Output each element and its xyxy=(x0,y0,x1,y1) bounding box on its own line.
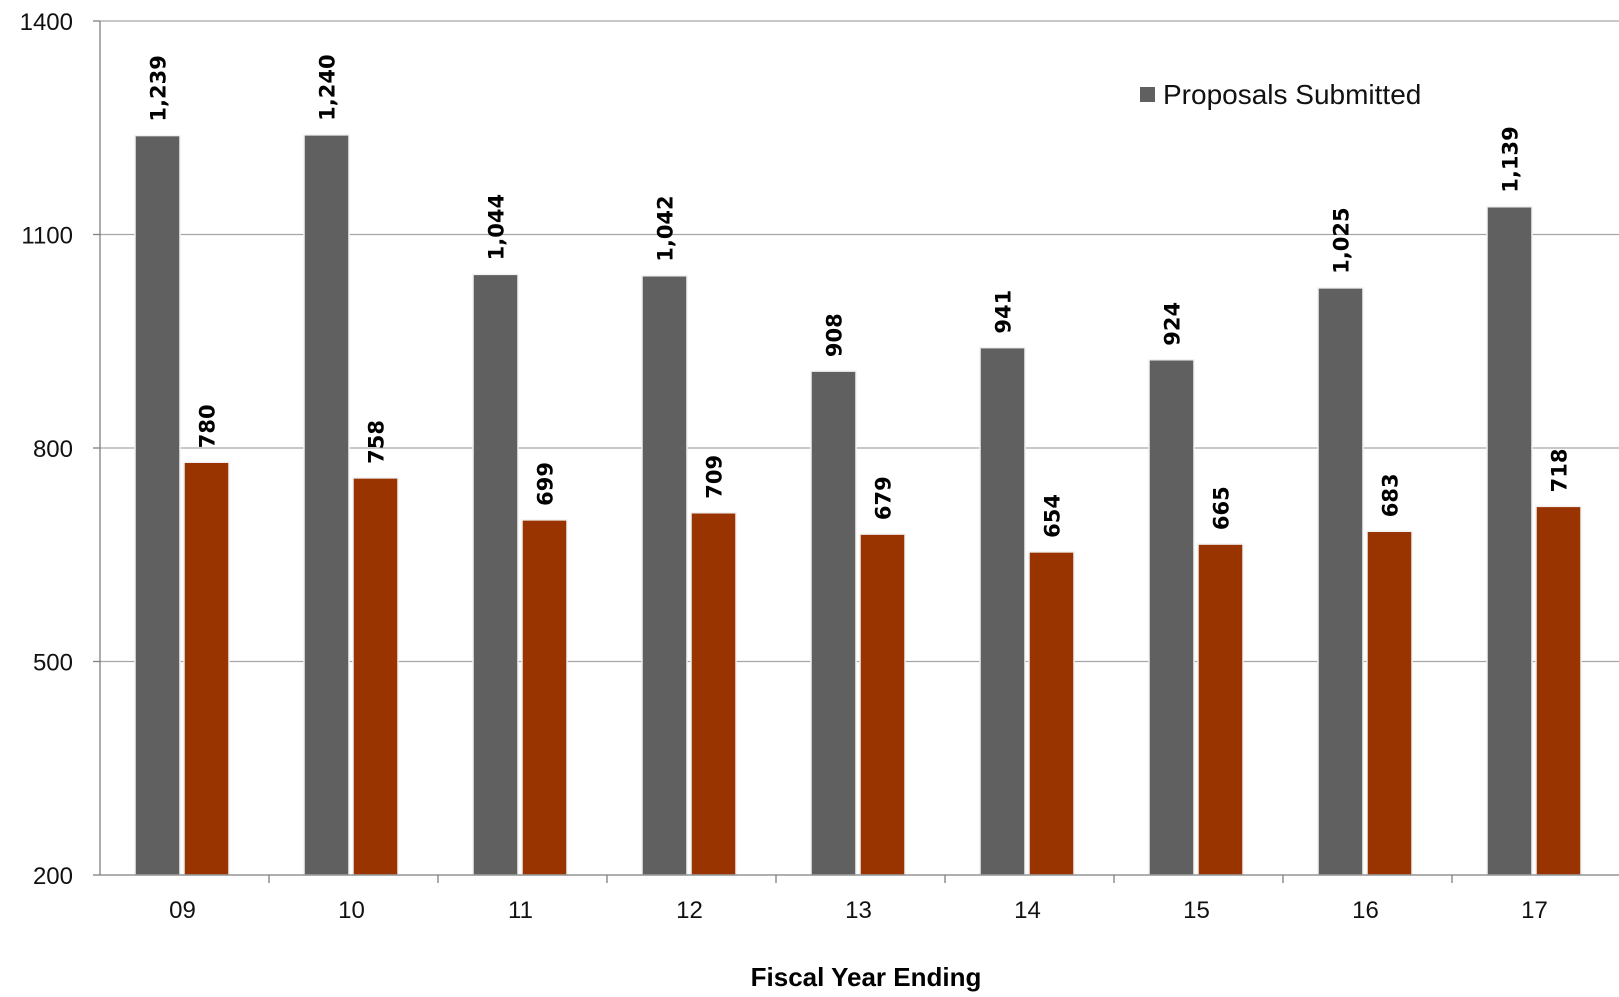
y-tick-label: 1100 xyxy=(21,223,73,250)
x-tick-label: 11 xyxy=(508,897,533,924)
bar-proposals-submitted xyxy=(810,370,857,876)
x-tick-label: 15 xyxy=(1183,897,1210,924)
bar-series-2 xyxy=(690,512,737,876)
bar-proposals-submitted xyxy=(134,134,181,876)
data-label: 654 xyxy=(1041,494,1065,538)
data-label: 941 xyxy=(992,290,1016,334)
data-label: 1,239 xyxy=(147,55,171,121)
bar-proposals-submitted xyxy=(303,134,350,876)
data-label: 1,240 xyxy=(316,54,340,120)
bar-series-2 xyxy=(352,477,399,876)
legend-swatch-proposals-submitted xyxy=(1140,87,1155,102)
data-label: 709 xyxy=(703,455,727,499)
x-axis-title: Fiscal Year Ending xyxy=(751,962,982,992)
y-tick-label: 500 xyxy=(33,650,73,677)
y-tick-label: 800 xyxy=(33,436,73,463)
bar-proposals-submitted xyxy=(1486,205,1533,876)
bar-proposals-submitted xyxy=(472,273,519,876)
legend: Proposals Submitted xyxy=(1140,79,1421,110)
bars xyxy=(134,134,1582,876)
data-label: 908 xyxy=(823,313,847,357)
bar-series-2 xyxy=(1366,530,1413,876)
bar-series-2 xyxy=(1535,505,1582,876)
data-label: 683 xyxy=(1379,473,1403,517)
legend-label-proposals-submitted: Proposals Submitted xyxy=(1163,79,1421,110)
bar-proposals-submitted xyxy=(979,346,1026,876)
bar-proposals-submitted xyxy=(641,275,688,876)
data-label: 780 xyxy=(196,404,220,448)
bar-series-2 xyxy=(1197,543,1244,876)
bar-series-2 xyxy=(183,461,230,876)
x-tick-label: 10 xyxy=(338,897,365,924)
y-tick-label: 200 xyxy=(33,863,73,890)
data-label: 1,139 xyxy=(1499,126,1523,192)
bar-series-2 xyxy=(859,533,906,876)
data-label: 1,042 xyxy=(654,195,678,261)
data-label: 1,025 xyxy=(1330,207,1354,273)
x-tick-label: 13 xyxy=(845,897,872,924)
y-tick-label: 1400 xyxy=(20,9,73,36)
x-tick-label: 17 xyxy=(1521,897,1548,924)
bar-proposals-submitted xyxy=(1317,287,1364,876)
x-tick-label: 16 xyxy=(1352,897,1379,924)
x-tick-label: 12 xyxy=(676,897,703,924)
data-label: 679 xyxy=(872,476,896,520)
bar-series-2 xyxy=(521,519,568,876)
data-label: 665 xyxy=(1210,486,1234,530)
data-label: 718 xyxy=(1548,449,1572,493)
data-label: 1,044 xyxy=(485,194,509,260)
x-tick-label: 14 xyxy=(1014,897,1041,924)
data-labels: 1,239 780 1,240 758 1,044 699 1,042 709 908 679 94… xyxy=(147,54,1572,537)
data-label: 699 xyxy=(534,462,558,506)
data-label: 924 xyxy=(1161,302,1185,346)
x-tick-label: 09 xyxy=(169,897,196,924)
bar-proposals-submitted xyxy=(1148,359,1195,876)
axes: 200 500 800 1100 1400 09 10 11 12 13 14 15 16 17 xyxy=(20,9,1619,924)
bar-series-2 xyxy=(1028,551,1075,876)
data-label: 758 xyxy=(365,420,389,464)
